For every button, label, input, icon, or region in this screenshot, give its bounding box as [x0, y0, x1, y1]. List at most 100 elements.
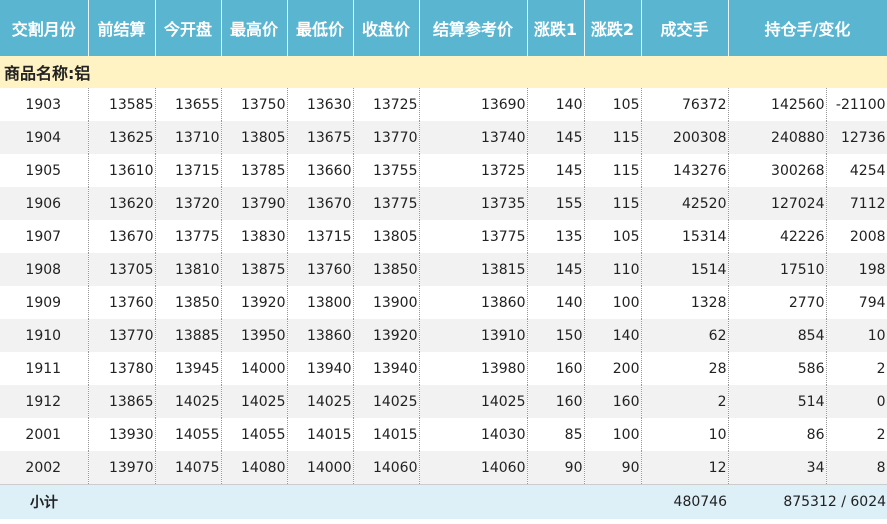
contract-month: 1909 [0, 286, 89, 319]
cell: 13875 [221, 253, 288, 286]
data-row: 1906 13620 13720 13790 13670 13775 13735 155 115… [0, 187, 887, 220]
data-row: 1910 13770 13885 13950 13860 13920 13910 150 140… [0, 319, 887, 352]
contract-month: 1905 [0, 154, 89, 187]
cell: 13910 [419, 319, 528, 352]
cell: 13760 [287, 253, 354, 286]
cell: 2 [826, 418, 887, 451]
cell: 10 [641, 418, 729, 451]
cell: 0 [826, 385, 887, 418]
cell: 200 [584, 352, 642, 385]
cell: 13725 [353, 88, 420, 121]
cell: 13945 [155, 352, 222, 385]
cell: 13720 [155, 187, 222, 220]
cell: 13830 [221, 220, 288, 253]
cell: 14015 [287, 418, 354, 451]
cell: 160 [584, 385, 642, 418]
cell: 2008 [826, 220, 887, 253]
data-row: 1908 13705 13810 13875 13760 13850 13815 145 110… [0, 253, 887, 286]
cell: 854 [728, 319, 827, 352]
cell: 13690 [419, 88, 528, 121]
cell: 14055 [155, 418, 222, 451]
cell: 13865 [88, 385, 156, 418]
cell: 13770 [88, 319, 156, 352]
contract-month: 1911 [0, 352, 89, 385]
cell: 13950 [221, 319, 288, 352]
cell: 14030 [419, 418, 528, 451]
cell: 155 [527, 187, 585, 220]
cell: 13630 [287, 88, 354, 121]
cell: 13785 [221, 154, 288, 187]
cell: 14060 [419, 451, 528, 485]
cell: 140 [527, 88, 585, 121]
cell: 13715 [287, 220, 354, 253]
cell: 13620 [88, 187, 156, 220]
cell: 13670 [287, 187, 354, 220]
column-header: 涨跌2 [584, 0, 642, 56]
cell: 13860 [419, 286, 528, 319]
data-row: 1905 13610 13715 13785 13660 13755 13725 145 115… [0, 154, 887, 187]
group-row: 商品名称:铝 [0, 56, 887, 88]
cell: 115 [584, 121, 642, 154]
subtotal-label: 小计 [0, 484, 641, 519]
cell: 86 [728, 418, 827, 451]
cell: 10 [826, 319, 887, 352]
cell: 85 [527, 418, 585, 451]
data-row: 1907 13670 13775 13830 13715 13805 13775 135 105… [0, 220, 887, 253]
column-header: 结算参考价 [419, 0, 528, 56]
cell: 28 [641, 352, 729, 385]
cell: 2 [641, 385, 729, 418]
cell: 15314 [641, 220, 729, 253]
contract-month: 1910 [0, 319, 89, 352]
cell: 13805 [353, 220, 420, 253]
cell: 13805 [221, 121, 288, 154]
cell: -21100 [826, 88, 887, 121]
cell: 13900 [353, 286, 420, 319]
cell: 14055 [221, 418, 288, 451]
contract-month: 2001 [0, 418, 89, 451]
cell: 160 [527, 352, 585, 385]
cell: 13610 [88, 154, 156, 187]
contract-month: 1904 [0, 121, 89, 154]
cell: 13860 [287, 319, 354, 352]
cell: 17510 [728, 253, 827, 286]
cell: 200308 [641, 121, 729, 154]
column-header: 最高价 [221, 0, 288, 56]
cell: 13940 [287, 352, 354, 385]
contract-month: 2002 [0, 451, 89, 485]
cell: 514 [728, 385, 827, 418]
cell: 14025 [155, 385, 222, 418]
cell: 105 [584, 220, 642, 253]
cell: 13790 [221, 187, 288, 220]
cell: 13850 [353, 253, 420, 286]
cell: 13670 [88, 220, 156, 253]
cell: 14000 [221, 352, 288, 385]
data-row: 1903 13585 13655 13750 13630 13725 13690 140 105… [0, 88, 887, 121]
cell: 13815 [419, 253, 528, 286]
cell: 34 [728, 451, 827, 485]
cell: 2 [826, 352, 887, 385]
cell: 2770 [728, 286, 827, 319]
cell: 76372 [641, 88, 729, 121]
column-header: 收盘价 [353, 0, 420, 56]
cell: 13585 [88, 88, 156, 121]
cell: 14075 [155, 451, 222, 485]
cell: 14025 [353, 385, 420, 418]
cell: 13920 [221, 286, 288, 319]
cell: 13705 [88, 253, 156, 286]
cell: 13980 [419, 352, 528, 385]
data-row: 1911 13780 13945 14000 13940 13940 13980 160 200… [0, 352, 887, 385]
cell: 150 [527, 319, 585, 352]
cell: 140 [584, 319, 642, 352]
cell: 13780 [88, 352, 156, 385]
cell: 14060 [353, 451, 420, 485]
cell: 13740 [419, 121, 528, 154]
cell: 127024 [728, 187, 827, 220]
cell: 160 [527, 385, 585, 418]
data-row: 1904 13625 13710 13805 13675 13770 13740 145 115… [0, 121, 887, 154]
contract-month: 1906 [0, 187, 89, 220]
cell: 90 [584, 451, 642, 485]
cell: 198 [826, 253, 887, 286]
cell: 13660 [287, 154, 354, 187]
cell: 13625 [88, 121, 156, 154]
